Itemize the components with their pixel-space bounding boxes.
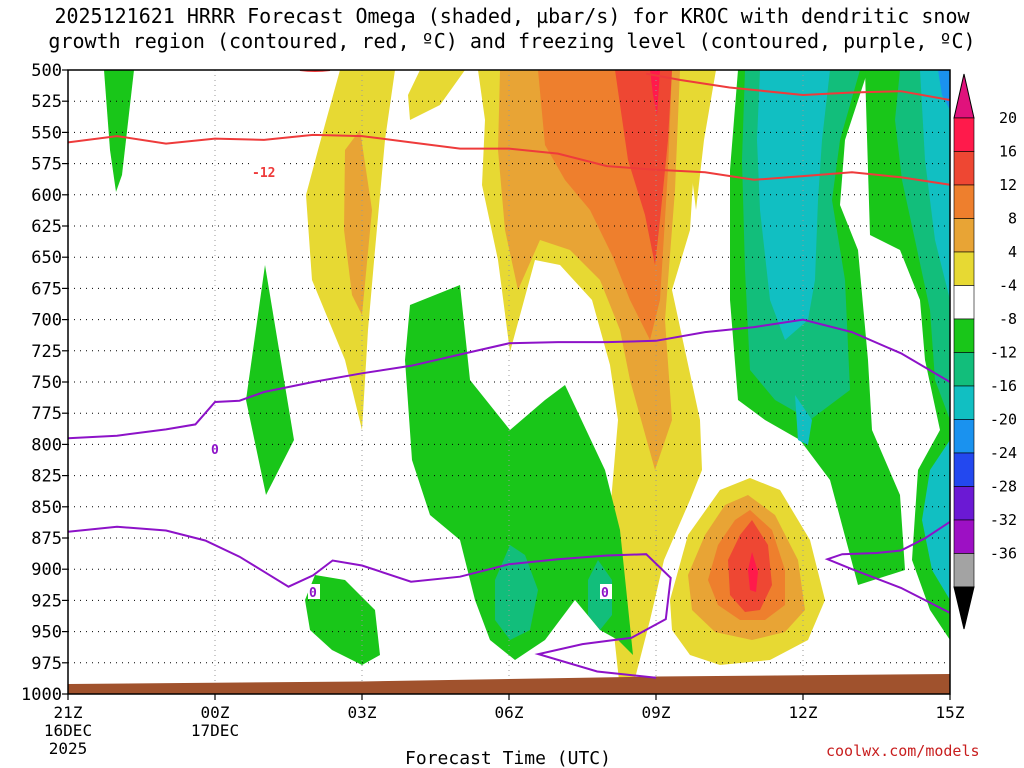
y-tick-label: 700	[31, 311, 62, 331]
y-tick-label: 725	[31, 342, 62, 362]
y-tick-label: 525	[31, 92, 62, 112]
colorbar-label: -16	[990, 377, 1017, 395]
colorbar-segment	[953, 452, 975, 487]
colorbar-label: -4	[999, 277, 1017, 295]
y-tick-label: 650	[31, 248, 62, 268]
omega-shade-yellow-2	[408, 70, 465, 120]
dgz-top-contour	[646, 72, 950, 101]
colorbar-label: -32	[990, 511, 1017, 529]
colorbar-segment	[953, 553, 975, 588]
terrain-fill	[68, 674, 950, 694]
y-tick-label: 975	[31, 654, 62, 674]
omega-shade-cyan-1	[757, 70, 830, 340]
colorbar-segment	[953, 419, 975, 454]
freezing-level-lower-contour	[68, 525, 672, 679]
colorbar-segment	[953, 385, 975, 420]
y-tick-label: 775	[31, 404, 62, 424]
colorbar-label: -28	[990, 478, 1017, 496]
colorbar-segment	[953, 519, 975, 554]
colorbar-label: 20	[999, 109, 1017, 127]
colorbar-label: -12	[990, 344, 1017, 362]
colorbar-segment	[953, 184, 975, 219]
y-tick-label: 550	[31, 123, 62, 143]
dgz-minus12-contour	[68, 133, 950, 186]
freezing-upper-label: 0	[211, 443, 219, 458]
omega-shade-green-1	[104, 70, 134, 192]
omega-shade-green-2	[246, 265, 294, 495]
x-tick-label: 09Z	[642, 703, 671, 722]
colorbar: 20 16 12 8 4 -4 -8 -12 -16 -20 -24 -28 -32 -36	[953, 73, 1017, 630]
freezing-lower-label-2: 0	[601, 586, 609, 601]
x-tick-label: 21Z	[54, 703, 83, 722]
omega-shade-cyan-3	[920, 70, 950, 300]
omega-shade-green-4	[305, 575, 380, 665]
freezing-level-lower-right-contour	[824, 520, 950, 614]
colorbar-label: 12	[999, 176, 1017, 194]
omega-shading	[104, 70, 950, 690]
omega-shade-yellow-4	[690, 70, 716, 210]
x-tick-label: 15Z	[936, 703, 965, 722]
y-tick-label: 950	[31, 623, 62, 643]
freezing-level-upper-contour	[68, 318, 950, 440]
source-credit: coolwx.com/models	[826, 742, 980, 760]
x-tick-label: 12Z	[789, 703, 818, 722]
y-axis-ticks: 500 525 550 575 600 625 650 675 700 725 750 775 800 8…	[21, 61, 68, 705]
colorbar-label: -24	[990, 444, 1017, 462]
colorbar-label: -8	[999, 310, 1017, 328]
y-tick-label: 500	[31, 61, 62, 81]
colorbar-segment	[953, 285, 975, 320]
colorbar-segment	[953, 486, 975, 521]
y-tick-label: 1000	[21, 685, 62, 705]
y-tick-label: 800	[31, 435, 62, 455]
y-tick-label: 675	[31, 279, 62, 299]
x-axis-label: Forecast Time (UTC)	[405, 748, 611, 768]
dgz-contour-label: -12	[252, 166, 275, 181]
title-line-1: 2025121621 HRRR Forecast Omega (shaded, …	[54, 4, 970, 28]
title-line-2: growth region (contoured, red, ºC) and f…	[48, 29, 976, 53]
colorbar-bottom-arrow	[953, 586, 975, 630]
y-tick-label: 600	[31, 186, 62, 206]
omega-shade-orange-1	[344, 130, 372, 315]
colorbar-segment	[953, 151, 975, 186]
y-tick-label: 750	[31, 373, 62, 393]
x-tick-label: 00Z	[201, 703, 230, 722]
omega-shade-green-3	[405, 285, 633, 660]
omega-shade-red-1	[615, 70, 672, 265]
omega-shade-magenta-2	[748, 552, 758, 592]
colorbar-top-arrow	[953, 73, 975, 119]
colorbar-segment	[953, 318, 975, 353]
x-tick-sublabel: 17DEC	[191, 721, 239, 740]
colorbar-label: 4	[1008, 243, 1017, 261]
colorbar-label: -36	[990, 545, 1017, 563]
x-tick-label: 06Z	[495, 703, 524, 722]
colorbar-label: 16	[999, 143, 1017, 161]
y-tick-label: 925	[31, 591, 62, 611]
omega-shade-magenta-1	[650, 70, 660, 115]
chart-title: 2025121621 HRRR Forecast Omega (shaded, …	[0, 4, 1024, 54]
grid-lines	[68, 70, 950, 694]
omega-shade-teal-1	[495, 545, 538, 640]
y-tick-label: 850	[31, 498, 62, 518]
x-tick-sublabel: 16DEC	[44, 721, 92, 740]
colorbar-segment	[953, 251, 975, 286]
y-tick-label: 900	[31, 560, 62, 580]
freezing-lower-label: 0	[309, 586, 317, 601]
colorbar-segment	[953, 117, 975, 152]
colorbar-label: 8	[1008, 210, 1017, 228]
y-tick-label: 825	[31, 467, 62, 487]
colorbar-segment	[953, 352, 975, 387]
x-tick-sublabel-2: 2025	[49, 739, 88, 758]
x-tick-label: 03Z	[348, 703, 377, 722]
y-tick-label: 575	[31, 155, 62, 175]
colorbar-label: -20	[990, 411, 1017, 429]
y-tick-label: 875	[31, 529, 62, 549]
y-tick-label: 625	[31, 217, 62, 237]
omega-shade-cyan-4	[922, 440, 950, 600]
colorbar-segment	[953, 218, 975, 253]
